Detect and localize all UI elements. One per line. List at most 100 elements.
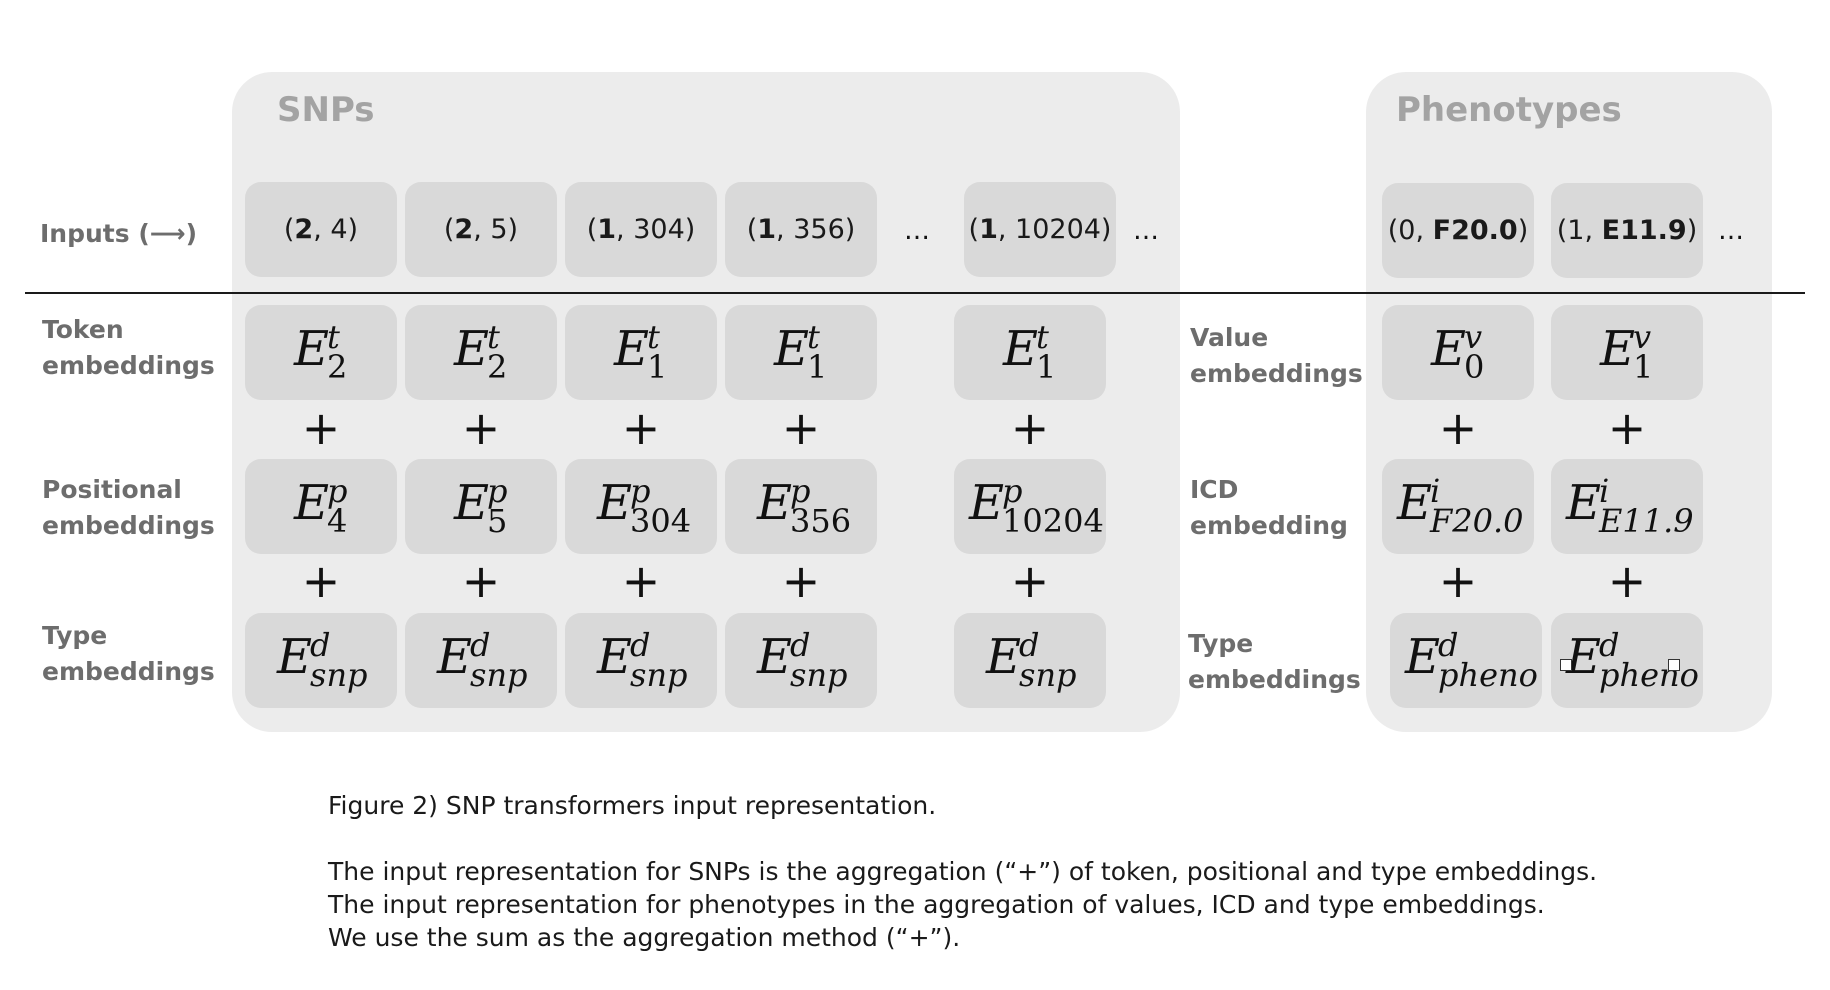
embedding-superscript: t xyxy=(807,317,820,356)
embedding-base: E xyxy=(1404,628,1441,685)
embedding-superscript: i xyxy=(1599,471,1610,510)
embedding-subscript: 356 xyxy=(790,501,852,540)
embedding-subscript: snp xyxy=(1019,655,1077,694)
embedding-superscript: t xyxy=(1036,317,1049,356)
embedding-superscript: d xyxy=(1019,625,1040,664)
embedding-base: E xyxy=(293,474,330,531)
embedding-subscript: pheno xyxy=(1599,655,1699,694)
embedding-superscript: d xyxy=(1599,625,1620,664)
figure-caption-line1: The input representation for SNPs is the… xyxy=(328,857,1598,886)
embedding-subscript: 1 xyxy=(647,347,668,386)
snp-input-text: (1, 356) xyxy=(746,214,856,245)
phenotypes-panel-title: Phenotypes xyxy=(1396,90,1622,130)
embedding-superscript: v xyxy=(1633,317,1652,356)
type-embeddings-label-line1: Type xyxy=(42,621,108,650)
pheno-input-cell: (0, F20.0) xyxy=(1382,183,1534,278)
aggregation-plus-sign: + xyxy=(1010,401,1050,455)
pheno-ellipsis: … xyxy=(1718,216,1745,246)
embedding-superscript: i xyxy=(1430,471,1441,510)
pheno-input-icd-code: E11.9 xyxy=(1601,215,1687,246)
embedding-subscript: snp xyxy=(790,655,848,694)
snp-input-cell: (1, 10204) xyxy=(964,182,1116,277)
pheno-input-text: (0, F20.0) xyxy=(1388,215,1529,246)
aggregation-plus-sign: + xyxy=(461,554,501,608)
snp-input-cell: (1, 304) xyxy=(565,182,717,277)
embedding-subscript: 1 xyxy=(807,347,828,386)
token-embeddings-label-line2: embeddings xyxy=(42,351,215,380)
snp-input-text: (1, 304) xyxy=(586,214,696,245)
embedding-subscript: snp xyxy=(470,655,528,694)
aggregation-plus-sign: + xyxy=(301,401,341,455)
embedding-base: E xyxy=(985,628,1022,685)
snp-input-position: , 356) xyxy=(776,214,856,245)
embedding-superscript: p xyxy=(487,471,508,510)
aggregation-plus-sign: + xyxy=(781,401,821,455)
token-embeddings-label: Token embeddings xyxy=(42,312,215,384)
embedding-base: E xyxy=(968,474,1005,531)
aggregation-plus-sign: + xyxy=(621,554,661,608)
embedding-superscript: d xyxy=(310,625,331,664)
pheno-type-embeddings-label-line2: embeddings xyxy=(1188,665,1361,694)
embedding-subscript: F20.0 xyxy=(1430,501,1524,540)
snp-input-cell: (2, 4) xyxy=(245,182,397,277)
positional-embeddings-label-line2: embeddings xyxy=(42,511,215,540)
figure-caption-title: Figure 2) SNP transformers input represe… xyxy=(328,791,937,820)
embedding-subscript: pheno xyxy=(1438,655,1538,694)
embedding-superscript: p xyxy=(1002,471,1023,510)
embedding-base: E xyxy=(453,474,490,531)
embedding-superscript: t xyxy=(647,317,660,356)
value-embeddings-label-line1: Value xyxy=(1190,323,1269,352)
snp-input-position: , 304) xyxy=(616,214,696,245)
icd-embedding-label-line2: embedding xyxy=(1190,511,1348,540)
pheno-input-text: (1, E11.9) xyxy=(1557,215,1698,246)
embedding-superscript: d xyxy=(470,625,491,664)
embedding-base: E xyxy=(1565,628,1602,685)
inputs-row-label: Inputs (⟶) xyxy=(40,219,198,248)
embedding-subscript: 5 xyxy=(487,501,508,540)
embedding-subscript: E11.9 xyxy=(1599,501,1694,540)
selection-handle[interactable] xyxy=(1560,659,1572,671)
aggregation-plus-sign: + xyxy=(1607,401,1647,455)
pheno-input-icd-code: F20.0 xyxy=(1432,215,1518,246)
embedding-superscript: d xyxy=(1438,625,1459,664)
embedding-base: E xyxy=(436,628,473,685)
embedding-base: E xyxy=(596,628,633,685)
embedding-subscript: snp xyxy=(310,655,368,694)
embedding-base: E xyxy=(1599,320,1636,377)
snp-input-cell: (2, 5) xyxy=(405,182,557,277)
aggregation-plus-sign: + xyxy=(1607,554,1647,608)
selection-handle[interactable] xyxy=(1668,659,1680,671)
embedding-subscript: snp xyxy=(630,655,688,694)
icd-embedding-label-line1: ICD xyxy=(1190,475,1239,504)
pheno-input-cell: (1, E11.9) xyxy=(1551,183,1703,278)
snp-input-text: (2, 5) xyxy=(443,214,519,245)
aggregation-plus-sign: + xyxy=(621,401,661,455)
aggregation-plus-sign: + xyxy=(1438,554,1478,608)
pheno-input-value: (1, xyxy=(1556,215,1602,246)
embedding-superscript: d xyxy=(630,625,651,664)
